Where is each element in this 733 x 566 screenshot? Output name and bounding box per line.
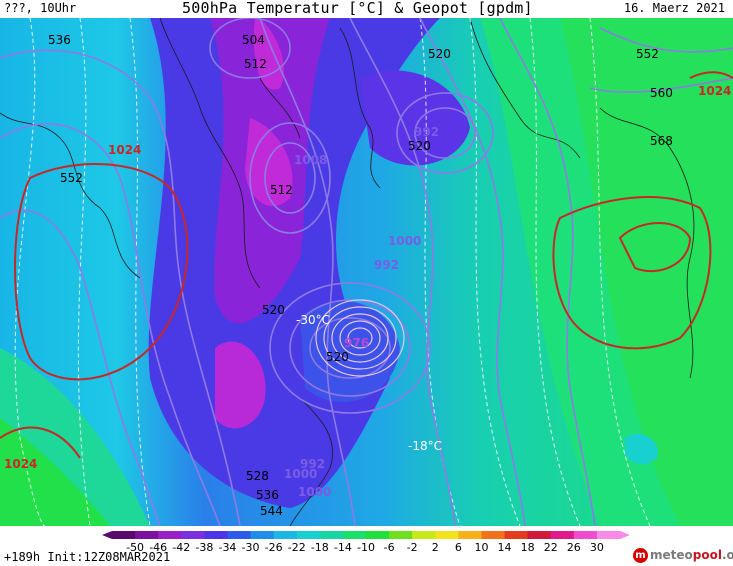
colorbar-arrow-right	[620, 531, 630, 539]
geopotential-label: 512	[270, 183, 293, 197]
colorbar-swatch	[412, 531, 436, 539]
logo-text-pool: pool	[692, 548, 722, 562]
colorbar-tick-label: 22	[544, 541, 558, 552]
pressure-label: 1024	[698, 84, 731, 98]
colorbar-swatch	[596, 531, 621, 539]
colorbar-tick-label: -22	[288, 541, 306, 552]
colorbar-tick-label: -6	[384, 541, 395, 552]
colorbar-tick-label: -30	[242, 541, 260, 552]
pressure-label: 1024	[4, 457, 37, 471]
geopotential-label: 560	[650, 86, 673, 100]
colorbar-tick-label: -46	[149, 541, 167, 552]
colorbar-swatch	[527, 531, 552, 539]
colorbar-ticks: -50 -46 -42 -38 -34 -30 -26 -22 -18 -14 -10 -6 -2 2 6 1…	[126, 541, 604, 552]
colorbar-tick-label: -18	[311, 541, 329, 552]
geopotential-label: 568	[650, 134, 673, 148]
geopotential-label: 544	[260, 504, 283, 518]
geopotential-label: 552	[60, 171, 83, 185]
colorbar-swatch	[319, 531, 344, 539]
temperature-field	[0, 18, 733, 526]
geopotential-label: 520	[408, 139, 431, 153]
temperature-label: -30°C	[296, 313, 330, 327]
temperature-isolines	[14, 18, 651, 526]
colorbar-swatch	[458, 531, 482, 539]
colorbar-swatch	[342, 531, 367, 539]
geopotential-contours	[0, 18, 733, 526]
colorbar: -50 -46 -42 -38 -34 -30 -26 -22 -18 -14 -10 -6 -2 2 6 1…	[102, 531, 630, 552]
header-bar: ???, 10Uhr 500hPa Temperatur [°C] & Geop…	[0, 0, 733, 18]
low-pressure-isobars	[315, 299, 405, 377]
colorbar-swatch	[366, 531, 390, 539]
colorbar-arrow-left	[102, 531, 112, 539]
colorbar-swatch	[181, 531, 205, 539]
colorbar-tick-label: -34	[218, 541, 236, 552]
map-labels: -30°C -18°C 536 504 512 520 520 552 560 …	[4, 33, 731, 518]
meteopool-logo-text: meteopool.org	[650, 548, 733, 562]
colorbar-swatch	[135, 531, 159, 539]
coastlines	[0, 18, 695, 526]
colorbar-tick-label: -14	[334, 541, 352, 552]
pressure-label: 1000	[284, 467, 317, 481]
colorbar-tick-label: 14	[498, 541, 512, 552]
colorbar-tick-label: -38	[195, 541, 213, 552]
pressure-label: 976	[344, 336, 369, 350]
high-pressure-isobars	[0, 71, 733, 459]
colorbar-swatch	[158, 531, 182, 539]
footer-bar: -50 -46 -42 -38 -34 -30 -26 -22 -18 -14 -10 -6 -2 2 6 1…	[0, 526, 733, 566]
pressure-label: 992	[414, 125, 439, 139]
colorbar-swatch	[573, 531, 598, 539]
colorbar-swatch	[204, 531, 228, 539]
colorbar-swatch	[112, 531, 136, 539]
colorbar-swatch	[504, 531, 529, 539]
geopotential-label: 536	[256, 488, 279, 502]
colorbar-swatch	[227, 531, 252, 539]
geopotential-label: 512	[244, 57, 267, 71]
colorbar-swatch	[250, 531, 275, 539]
colorbar-swatch	[389, 531, 413, 539]
colorbar-tick-label: -26	[265, 541, 283, 552]
pressure-label: 1000	[388, 234, 421, 248]
pressure-label: 992	[300, 457, 325, 471]
weather-map: -30°C -18°C 536 504 512 520 520 552 560 …	[0, 18, 733, 526]
logo-text-org: .org	[721, 548, 733, 562]
colorbar-tick-label: -50	[126, 541, 144, 552]
colorbar-tick-label: 18	[521, 541, 535, 552]
run-info: +189h Init:12Z08MAR2021	[4, 550, 171, 564]
pressure-label: 1024	[108, 143, 141, 157]
map-title: 500hPa Temperatur [°C] & Geopot [gpdm]	[182, 0, 533, 17]
geopotential-label: 520	[428, 47, 451, 61]
geopotential-label: 520	[326, 350, 349, 364]
colorbar-tick-label: -42	[172, 541, 190, 552]
colorbar-swatch	[550, 531, 575, 539]
meteopool-logo-icon: m	[633, 548, 648, 563]
colorbar-swatch	[435, 531, 459, 539]
colorbar-tick-label: 30	[590, 541, 604, 552]
colorbar-tick-label: -2	[407, 541, 418, 552]
colorbar-tick-label: -10	[357, 541, 375, 552]
pressure-label: 1000	[298, 485, 331, 499]
geopotential-label: 528	[246, 469, 269, 483]
colorbar-swatch	[296, 531, 321, 539]
colorbar-tick-label: 2	[432, 541, 439, 552]
header-time-label: ???, 10Uhr	[4, 1, 77, 15]
colorbar-tick-label: 6	[455, 541, 462, 552]
geopotential-label: 536	[48, 33, 71, 47]
header-date: 16. Maerz 2021	[623, 1, 725, 15]
geopotential-label: 520	[262, 303, 285, 317]
colorbar-swatch	[273, 531, 298, 539]
geopotential-label: 552	[636, 47, 659, 61]
colorbar-swatches	[102, 531, 630, 539]
colorbar-tick-label: 26	[567, 541, 581, 552]
pressure-label: 992	[374, 258, 399, 272]
temperature-label: -18°C	[408, 439, 442, 453]
colorbar-tick-label: 10	[474, 541, 488, 552]
logo-text-meteo: meteo	[650, 548, 693, 562]
colorbar-swatch	[481, 531, 506, 539]
geopotential-label: 504	[242, 33, 265, 47]
pressure-label: 1008	[294, 153, 327, 167]
